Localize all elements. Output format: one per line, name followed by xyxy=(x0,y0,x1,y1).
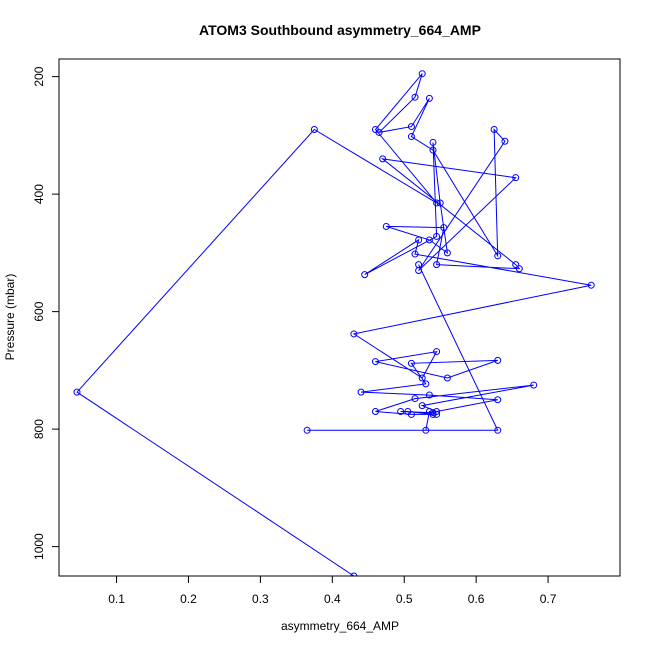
data-point xyxy=(494,356,502,364)
data-point xyxy=(429,138,437,146)
y-tick-label: 1000 xyxy=(32,533,46,560)
data-point xyxy=(433,410,441,418)
data-point xyxy=(361,271,369,279)
y-tick-label: 200 xyxy=(32,66,46,86)
data-point xyxy=(415,261,423,269)
data-point xyxy=(425,391,433,399)
data-point xyxy=(429,146,437,154)
x-axis: 0.1 0.2 0.3 0.4 0.5 0.6 0.7 xyxy=(108,576,557,606)
data-point xyxy=(512,261,520,269)
data-point xyxy=(357,388,365,396)
data-point xyxy=(425,236,433,244)
x-tick-label: 0.2 xyxy=(180,592,197,606)
data-point xyxy=(350,572,358,576)
x-tick-label: 0.1 xyxy=(108,592,125,606)
y-axis-label: Pressure (mbar) xyxy=(3,274,17,361)
data-point xyxy=(433,261,441,269)
data-point xyxy=(418,70,426,78)
data-point xyxy=(422,426,430,434)
data-point xyxy=(371,408,379,415)
data-point xyxy=(443,374,451,382)
data-point xyxy=(407,123,415,131)
data-point xyxy=(490,126,498,133)
data-point xyxy=(415,236,423,244)
x-tick-label: 0.4 xyxy=(324,592,341,606)
data-point xyxy=(515,265,523,273)
data-point xyxy=(411,395,419,403)
data-point xyxy=(407,133,415,141)
data-point xyxy=(494,252,502,260)
plot-frame xyxy=(58,58,621,577)
x-tick-label: 0.5 xyxy=(396,592,413,606)
data-point xyxy=(379,155,387,163)
series-line xyxy=(76,73,592,576)
y-tick-label: 800 xyxy=(32,419,46,439)
data-point xyxy=(418,402,426,410)
x-axis-label: asymmetry_664_AMP xyxy=(281,619,399,633)
data-point xyxy=(436,199,444,207)
y-tick-label: 600 xyxy=(32,301,46,321)
data-point xyxy=(429,409,437,417)
data-point xyxy=(418,374,426,382)
data-point xyxy=(375,128,383,136)
data-point xyxy=(411,93,419,101)
data-point xyxy=(587,281,595,289)
data-point xyxy=(494,396,502,404)
data-point xyxy=(501,137,509,145)
y-axis: 200 400 600 800 1000 xyxy=(32,66,59,560)
data-point xyxy=(433,348,441,356)
data-point xyxy=(303,426,311,434)
data-point xyxy=(350,330,358,338)
x-tick-label: 0.3 xyxy=(252,592,269,606)
y-tick-label: 400 xyxy=(32,184,46,204)
data-point xyxy=(310,126,318,133)
data-point xyxy=(425,94,433,102)
data-point xyxy=(404,408,412,415)
x-tick-label: 0.7 xyxy=(540,592,557,606)
data-point xyxy=(397,408,405,415)
data-point xyxy=(433,232,441,240)
data-point xyxy=(411,250,419,258)
data-point xyxy=(512,174,520,182)
data-point xyxy=(440,224,448,232)
data-point xyxy=(407,359,415,367)
data-point xyxy=(443,249,451,257)
data-point xyxy=(422,380,430,388)
data-point xyxy=(433,199,441,207)
series-layer xyxy=(73,70,595,576)
data-point xyxy=(494,426,502,434)
data-point xyxy=(73,388,81,396)
chart-title: ATOM3 Southbound asymmetry_664_AMP xyxy=(199,22,481,38)
data-point xyxy=(382,222,390,230)
data-point xyxy=(530,381,538,389)
x-tick-label: 0.6 xyxy=(468,592,485,606)
data-point xyxy=(371,358,379,366)
data-point xyxy=(425,408,433,415)
